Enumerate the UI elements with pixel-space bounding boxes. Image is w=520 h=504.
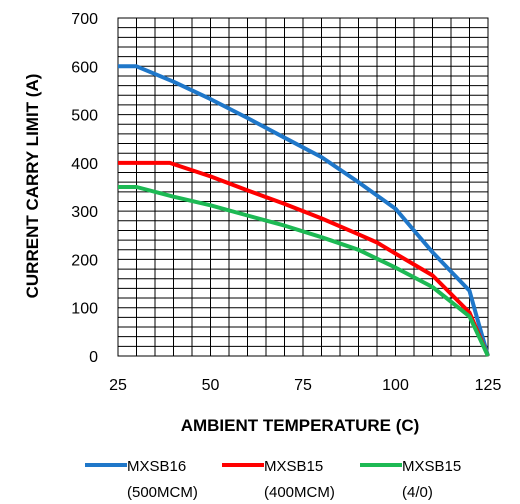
- x-tick-label: 125: [475, 377, 502, 394]
- y-tick-label: 300: [71, 204, 98, 221]
- y-tick-label: 200: [71, 252, 98, 269]
- y-tick-label: 100: [71, 301, 98, 318]
- series-lines: [118, 64, 490, 357]
- x-tick-label: 50: [202, 377, 220, 394]
- y-axis-title: CURRENT CARRY LIMIT (A): [23, 74, 42, 299]
- y-tick-label: 700: [71, 11, 98, 28]
- legend: MXSB16 (500MCM) MXSB15 (400MCM) MXSB15 (4/0): [85, 458, 461, 501]
- y-tick-labels: 0 100 200 300 400 500 600 700: [71, 11, 98, 366]
- legend-item-3: MXSB15 (4/0): [360, 458, 461, 501]
- series-line-2: [118, 160, 490, 357]
- legend-label-line1: MXSB16: [127, 458, 186, 475]
- series-line-1: [118, 64, 490, 357]
- legend-label-line1: MXSB15: [264, 458, 323, 475]
- legend-label-line2: (500MCM): [127, 484, 198, 501]
- y-tick-label: 400: [71, 156, 98, 173]
- legend-label-line1: MXSB15: [402, 458, 461, 475]
- legend-item-1: MXSB16 (500MCM): [85, 458, 198, 501]
- x-axis-title: AMBIENT TEMPERATURE (C): [181, 416, 420, 435]
- x-tick-label: 75: [294, 377, 312, 394]
- x-tick-label: 25: [109, 377, 127, 394]
- x-tick-label: 100: [382, 377, 409, 394]
- y-tick-label: 600: [71, 59, 98, 76]
- y-tick-label: 0: [89, 349, 98, 366]
- series-line-3: [118, 185, 490, 357]
- legend-label-line2: (400MCM): [264, 484, 335, 501]
- x-tick-labels: 25 50 75 100 125: [109, 377, 501, 394]
- y-tick-label: 500: [71, 108, 98, 125]
- legend-label-line2: (4/0): [402, 484, 433, 501]
- legend-item-2: MXSB15 (400MCM): [222, 458, 335, 501]
